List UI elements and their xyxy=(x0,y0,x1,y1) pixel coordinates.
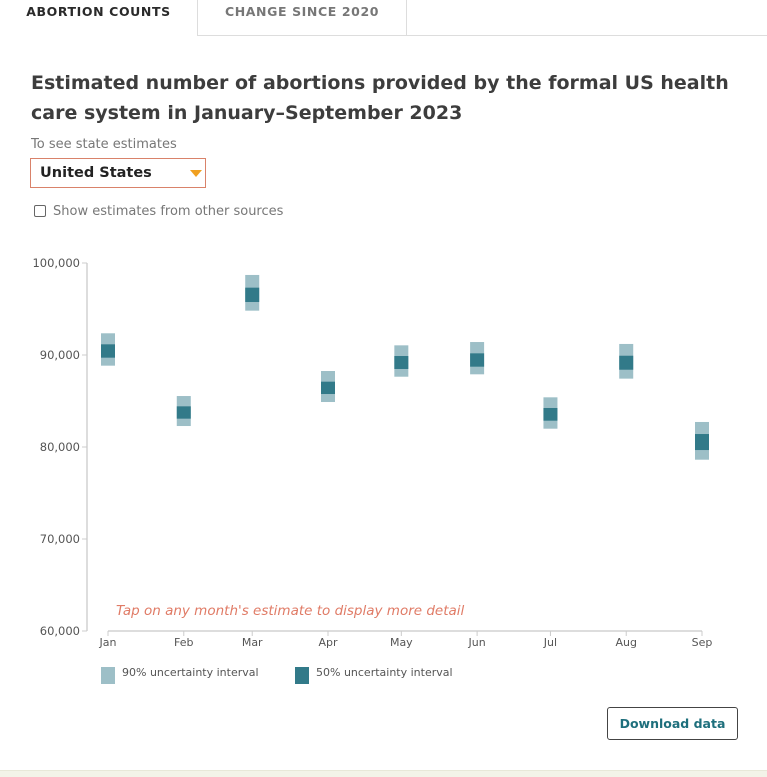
month-estimate-jan[interactable] xyxy=(101,333,115,366)
tab-change-since-2020[interactable]: CHANGE SINCE 2020 xyxy=(197,0,407,36)
x-tick-label: Apr xyxy=(318,636,338,649)
month-estimate-jul[interactable] xyxy=(543,397,558,429)
y-tick-label: 90,000 xyxy=(40,348,80,362)
interval-50-bar[interactable] xyxy=(176,406,191,419)
month-estimate-jun[interactable] xyxy=(470,342,485,375)
tab-divider xyxy=(406,35,767,36)
state-select[interactable]: United States xyxy=(30,158,206,188)
footer-bar xyxy=(0,770,767,777)
other-sources-label: Show estimates from other sources xyxy=(53,204,284,219)
tab-abortion-counts[interactable]: ABORTION COUNTS xyxy=(26,4,171,19)
interval-chart: 100,000 90,000 80,000 70,000 60,000 Jan Feb Mar… xyxy=(32,256,713,649)
x-tick-label: Aug xyxy=(615,636,636,649)
interval-50-bar[interactable] xyxy=(695,434,709,451)
interval-50-bar[interactable] xyxy=(321,381,335,395)
x-tick-label: Feb xyxy=(174,636,193,649)
legend-label-90: 90% uncertainty interval xyxy=(122,666,259,679)
interval-50-bar[interactable] xyxy=(619,355,634,370)
state-select-label: To see state estimates xyxy=(31,137,177,152)
interval-50-bar[interactable] xyxy=(245,287,260,303)
x-tick-label: May xyxy=(390,636,413,649)
chart-hint: Tap on any month's estimate to display m… xyxy=(116,603,465,619)
x-tick-label: Jul xyxy=(543,636,557,649)
x-tick-label: Mar xyxy=(242,636,263,649)
interval-50-bar[interactable] xyxy=(470,353,485,367)
caret-down-icon xyxy=(190,170,202,177)
interval-50-bar[interactable] xyxy=(101,344,115,358)
tab-bar: ABORTION COUNTS CHANGE SINCE 2020 xyxy=(0,0,767,36)
month-estimate-aug[interactable] xyxy=(619,343,634,379)
interval-50-bar[interactable] xyxy=(543,407,558,421)
state-select-value: United States xyxy=(40,165,152,181)
y-tick-label: 70,000 xyxy=(40,532,80,546)
month-estimate-mar[interactable] xyxy=(245,274,260,311)
other-sources-checkbox[interactable] xyxy=(34,205,46,217)
month-estimate-feb[interactable] xyxy=(176,396,191,427)
x-tick-label: Jan xyxy=(99,636,117,649)
y-tick-label: 100,000 xyxy=(32,256,80,270)
legend-swatch-50 xyxy=(295,667,309,684)
download-data-button[interactable]: Download data xyxy=(607,707,738,740)
interval-50-bar[interactable] xyxy=(394,356,409,369)
chart-title: Estimated number of abortions provided b… xyxy=(31,72,729,124)
x-tick-label: Sep xyxy=(692,636,713,649)
legend-swatch-90 xyxy=(101,667,115,684)
x-tick-label: Jun xyxy=(468,636,486,649)
legend-label-50: 50% uncertainty interval xyxy=(316,666,453,679)
y-tick-label: 60,000 xyxy=(40,624,80,638)
month-estimate-may[interactable] xyxy=(394,345,409,377)
y-tick-label: 80,000 xyxy=(40,440,80,454)
month-estimate-apr[interactable] xyxy=(321,371,335,403)
month-estimate-sep[interactable] xyxy=(695,421,709,460)
